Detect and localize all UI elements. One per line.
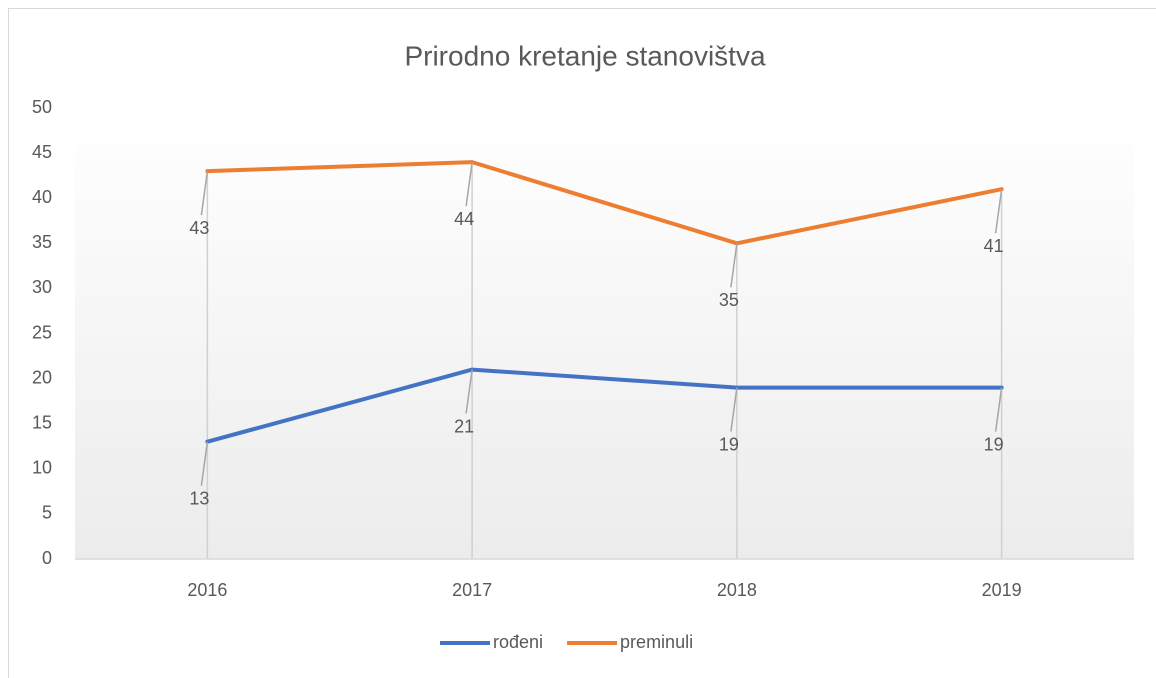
leader-line: [465, 162, 473, 207]
data-label: 44: [454, 209, 474, 229]
leader-line: [730, 387, 738, 432]
plot-area: [75, 108, 1134, 559]
x-tick-label: 2017: [452, 580, 492, 600]
legend-label: preminuli: [620, 632, 693, 652]
y-tick-label: 40: [32, 187, 52, 207]
line-series: [205, 367, 1004, 444]
data-label: 13: [189, 488, 209, 508]
y-tick-label: 15: [32, 412, 52, 432]
y-tick-label: 10: [32, 458, 52, 478]
data-label: 19: [719, 434, 739, 454]
x-tick-label: 2018: [717, 580, 757, 600]
x-tick-label: 2019: [982, 580, 1022, 600]
leader-line: [200, 171, 209, 216]
y-tick-label: 20: [32, 367, 52, 387]
y-tick-label: 0: [42, 548, 52, 568]
data-label: 43: [189, 218, 209, 238]
leader-line: [465, 369, 473, 414]
x-tick-label: 2016: [187, 580, 227, 600]
y-tick-label: 45: [32, 142, 52, 162]
y-tick-label: 50: [32, 97, 52, 117]
data-label: 19: [984, 434, 1004, 454]
data-label: 21: [454, 416, 474, 436]
y-tick-label: 25: [32, 322, 52, 342]
y-tick-label: 5: [42, 503, 52, 523]
leader-line: [994, 189, 1003, 234]
leader-line: [200, 441, 209, 486]
y-tick-label: 30: [32, 277, 52, 297]
leader-line: [730, 243, 738, 288]
data-label: 41: [984, 236, 1004, 256]
line-series: [205, 160, 1004, 246]
y-tick-label: 35: [32, 232, 52, 252]
data-label: 35: [719, 290, 739, 310]
leader-line: [994, 387, 1003, 432]
chart-title: Prirodno kretanje stanovištva: [404, 40, 766, 71]
legend-label: rođeni: [493, 632, 543, 652]
